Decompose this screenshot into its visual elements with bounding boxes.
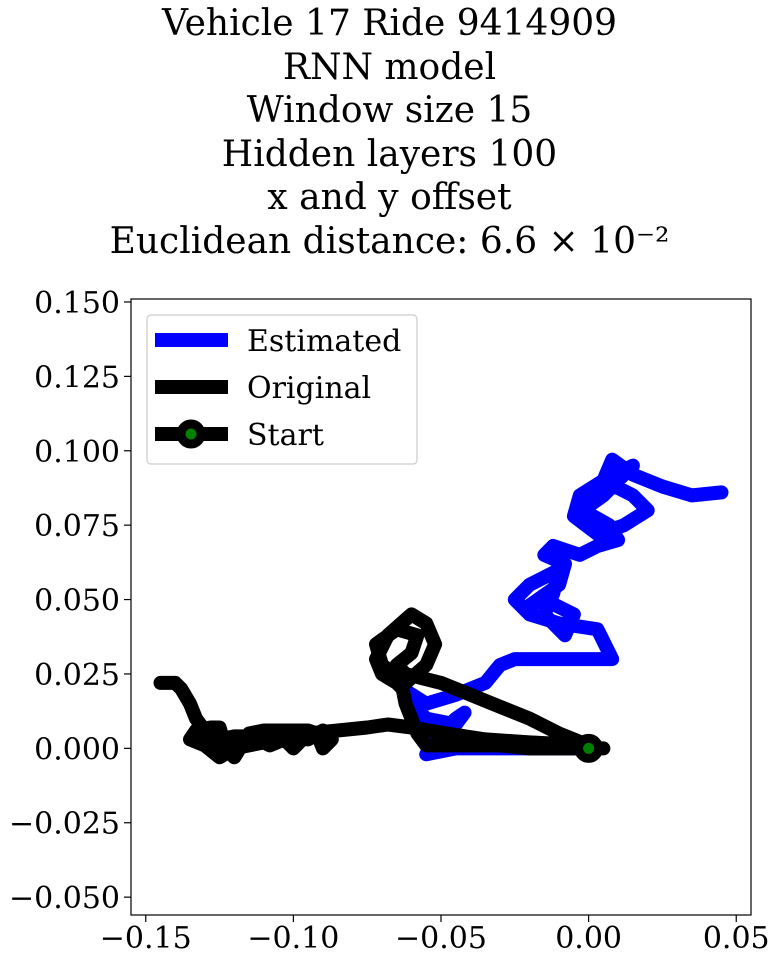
start-marker — [574, 733, 604, 763]
y-tick-label: −0.025 — [9, 807, 120, 842]
title-line-4: Hidden layers 100 — [221, 133, 558, 175]
chart-title: Vehicle 17 Ride 9414909 RNN model Window… — [0, 2, 779, 263]
y-tick-label: 0.000 — [34, 732, 120, 767]
title-line-2: RNN model — [282, 46, 497, 88]
axis-ticks: −0.15 −0.10 −0.05 0.00 0.05 0.150 0.125 0.100 0.… — [9, 286, 770, 956]
y-tick-label: 0.100 — [34, 435, 120, 470]
series-line-original — [153, 607, 611, 765]
title-line-3: Window size 15 — [246, 90, 533, 131]
x-tick-label: −0.05 — [395, 921, 487, 956]
y-tick-label: 0.025 — [34, 658, 120, 693]
title-line-6: Euclidean distance: 6.6 × 10⁻² — [109, 220, 670, 262]
x-tick-label: −0.15 — [100, 921, 192, 956]
legend-start-marker — [176, 419, 206, 449]
y-tick-label: −0.050 — [9, 881, 120, 916]
legend: Estimated Original Start — [146, 314, 418, 465]
legend-label-start: Start — [247, 418, 324, 453]
y-tick-label: 0.150 — [34, 286, 120, 321]
y-tick-label: 0.125 — [34, 360, 120, 395]
y-tick-label: 0.075 — [34, 509, 120, 544]
x-tick-label: 0.05 — [703, 921, 770, 956]
legend-box — [146, 314, 418, 465]
title-line-5: x and y offset — [267, 177, 512, 218]
title-line-1: Vehicle 17 Ride 9414909 — [161, 3, 618, 44]
series-line-estimated — [395, 452, 729, 762]
x-tick-label: −0.10 — [247, 921, 339, 956]
legend-label-estimated: Estimated — [247, 324, 401, 359]
x-tick-label: 0.00 — [555, 921, 622, 956]
plot-area — [153, 452, 729, 765]
legend-label-original: Original — [247, 371, 371, 406]
y-tick-label: 0.050 — [34, 584, 120, 619]
